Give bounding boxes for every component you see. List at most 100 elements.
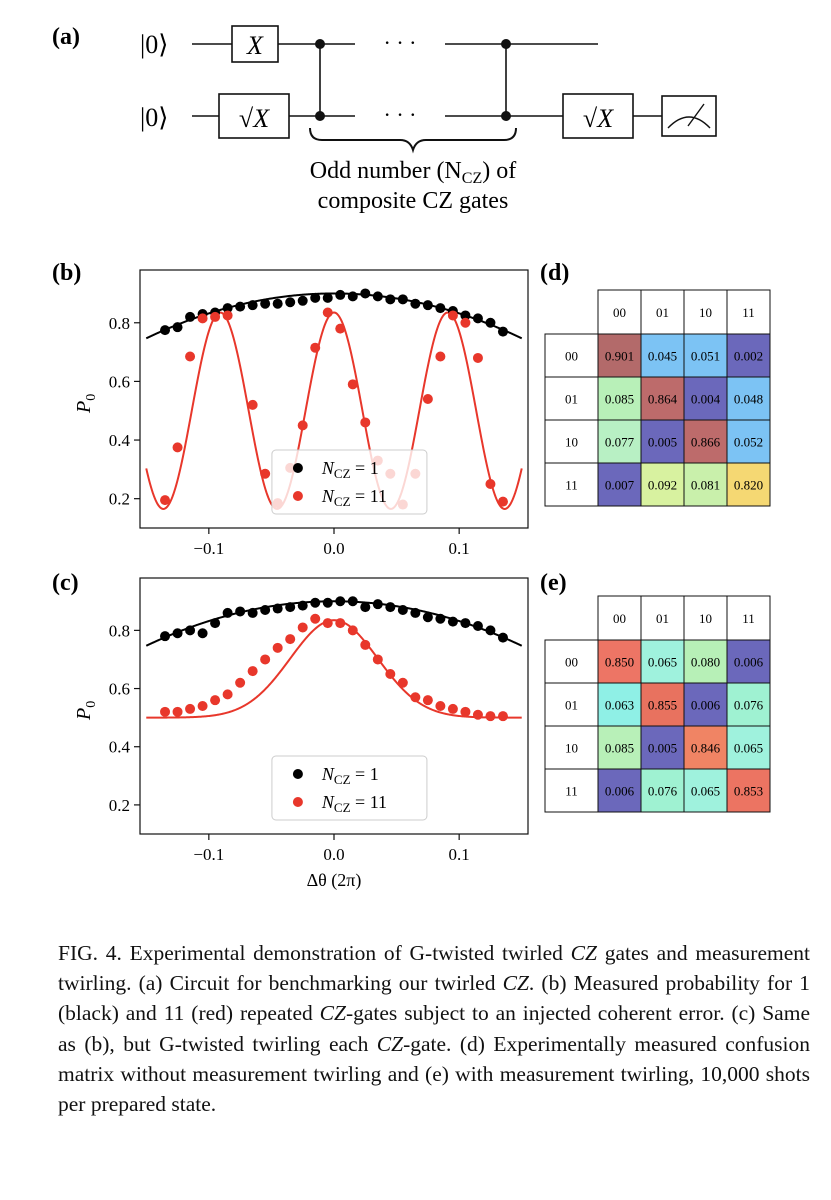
- chart-b-legend-label: NCZ = 11: [321, 486, 387, 509]
- chart-b-point-series-1: [410, 298, 421, 309]
- matrix-d-cell: [683, 419, 728, 464]
- chart-b-xtick-label: 0.1: [449, 539, 470, 558]
- matrix-d-cell: [726, 376, 771, 421]
- chart-c-fit-line-1: [145, 600, 523, 647]
- chart-c-point-series-2: [410, 692, 421, 703]
- chart-c-point-series-2: [172, 706, 183, 717]
- chart-c-fit-line-2: [146, 619, 522, 719]
- chart-b-point-series-1: [372, 291, 383, 302]
- chart-c-point-series-2: [472, 709, 483, 720]
- matrix-d-cell-value: 0.048: [734, 392, 763, 407]
- matrix-d-cell-value: 0.051: [691, 349, 720, 364]
- matrix-d-cell-value: 0.045: [648, 349, 677, 364]
- chart-b-legend: [271, 449, 428, 515]
- chart-b-point-series-1: [322, 292, 333, 303]
- chart-b-point-series-1: [297, 295, 308, 306]
- chart-b-point-series-1: [460, 310, 471, 321]
- matrix-e-cell: [597, 725, 642, 770]
- chart-c-point-series-2: [372, 654, 383, 665]
- x-gate-label: X: [246, 31, 264, 60]
- chart-c-point-series-1: [235, 606, 246, 617]
- chart-c-point-series-2: [422, 695, 433, 706]
- ellipsis-bottom: · · ·: [384, 102, 417, 127]
- chart-c-point-series-2: [447, 703, 458, 714]
- matrix-e-cell-value: 0.065: [648, 655, 677, 670]
- brace-caption-end: ) of: [482, 158, 516, 184]
- chart-b-point-series-1: [435, 303, 446, 314]
- chart-c-point-series-1: [335, 596, 346, 607]
- chart-c-point-series-1: [485, 625, 496, 636]
- matrix-d-cell-value: 0.820: [734, 478, 763, 493]
- caption-cz-3: CZ: [319, 1001, 346, 1026]
- chart-c-point-series-2: [247, 666, 258, 677]
- ellipsis-top: · · ·: [384, 30, 417, 55]
- chart-b-ytick-label: 0.2: [109, 490, 130, 509]
- matrix-d-row-header: [544, 333, 599, 378]
- chart-b-fit-line-1: [145, 292, 523, 340]
- meter-needle-icon: [687, 103, 705, 127]
- matrix-d-cell-value: 0.092: [648, 478, 677, 493]
- chart-c-point-series-1: [460, 618, 471, 629]
- chart-b-point-series-2: [222, 310, 233, 321]
- panel-label-c: (c): [52, 570, 79, 596]
- matrix-e-row-label: 00: [565, 655, 578, 670]
- matrix-e-row-header: [544, 725, 599, 770]
- chart-c-point-series-1: [497, 632, 508, 643]
- chart-c-legend-label: NCZ = 11: [321, 792, 387, 815]
- chart-b-legend-marker: [292, 463, 303, 473]
- matrix-e-cell-value: 0.085: [605, 741, 634, 756]
- chart-c-point-series-1: [310, 597, 321, 608]
- chart-c-point-series-1: [247, 607, 258, 618]
- caption-cz-1: CZ: [570, 941, 597, 965]
- matrix-d-row-header: [544, 419, 599, 464]
- chart-c-point-series-2: [285, 634, 296, 645]
- chart-b-point-series-2: [347, 379, 358, 390]
- chart-c-legend: [271, 755, 428, 821]
- plots-area: (b) (c) (d) (e) −0.1 0.0 0.1 0.2 0.4 0.6 0.8 P0…: [52, 260, 771, 891]
- chart-c-point-series-2: [235, 677, 246, 688]
- matrix-d-cell-value: 0.002: [734, 349, 763, 364]
- caption-part-4: -gates subject to an injected coherent e…: [58, 1001, 810, 1056]
- matrix-e-cell-value: 0.080: [691, 655, 720, 670]
- chart-c-point-series-2: [322, 618, 333, 629]
- chart-c-point-series-1: [422, 612, 433, 623]
- chart-c-xlabel: Δθ (2π): [307, 870, 362, 891]
- caption-part-1: FIG. 4. Experimental demonstration of G-…: [58, 941, 571, 965]
- chart-b-ytick-label: 0.6: [109, 372, 130, 391]
- chart-c-point-series-1: [197, 628, 208, 639]
- chart-c-point-series-1: [385, 602, 396, 613]
- matrix-d-row-header: [544, 376, 599, 421]
- matrix-d-row-label: 10: [565, 435, 578, 450]
- chart-b-point-series-1: [310, 292, 321, 303]
- chart-b-point-series-2: [297, 420, 308, 431]
- matrix-d-cell: [726, 419, 771, 464]
- chart-c-point-series-1: [222, 607, 233, 618]
- chart-c-point-series-2: [360, 639, 371, 650]
- chart-c-point-series-2: [210, 695, 221, 706]
- caption-part-2: gates and measurement twirling. (a) Circ…: [58, 941, 810, 996]
- matrix-d-col-header: [726, 289, 771, 335]
- matrix-d-cell: [683, 462, 728, 507]
- chart-b-point-series-2: [185, 351, 196, 362]
- chart-b-point-series-1: [422, 300, 433, 311]
- chart-c-xtick-label: 0.1: [449, 845, 470, 864]
- matrix-e-cell: [726, 639, 771, 684]
- matrix-e-col-header: [683, 595, 728, 641]
- matrix-e-cell-value: 0.076: [648, 784, 678, 799]
- matrix-d-cell: [640, 376, 685, 421]
- cz-gate-1-control-top: [315, 39, 325, 49]
- chart-c-point-series-1: [160, 631, 171, 642]
- matrix-e-row-label: 11: [565, 784, 578, 799]
- chart-b-point-series-1: [260, 298, 271, 309]
- chart-c-point-series-1: [272, 603, 283, 614]
- matrix-d-cell-value: 0.007: [605, 478, 635, 493]
- matrix-d-col-header: [683, 289, 728, 335]
- chart-c-point-series-2: [260, 654, 271, 665]
- matrix-d-cell-value: 0.866: [691, 435, 721, 450]
- sqrt-x-gate-end-label: √X: [583, 104, 614, 133]
- brace-caption-line2: composite CZ gates: [318, 188, 509, 214]
- matrix-d-cell: [683, 376, 728, 421]
- chart-b-point-series-2: [247, 399, 258, 410]
- chart-c-point-series-1: [447, 616, 458, 627]
- chart-c-point-series-2: [272, 642, 283, 653]
